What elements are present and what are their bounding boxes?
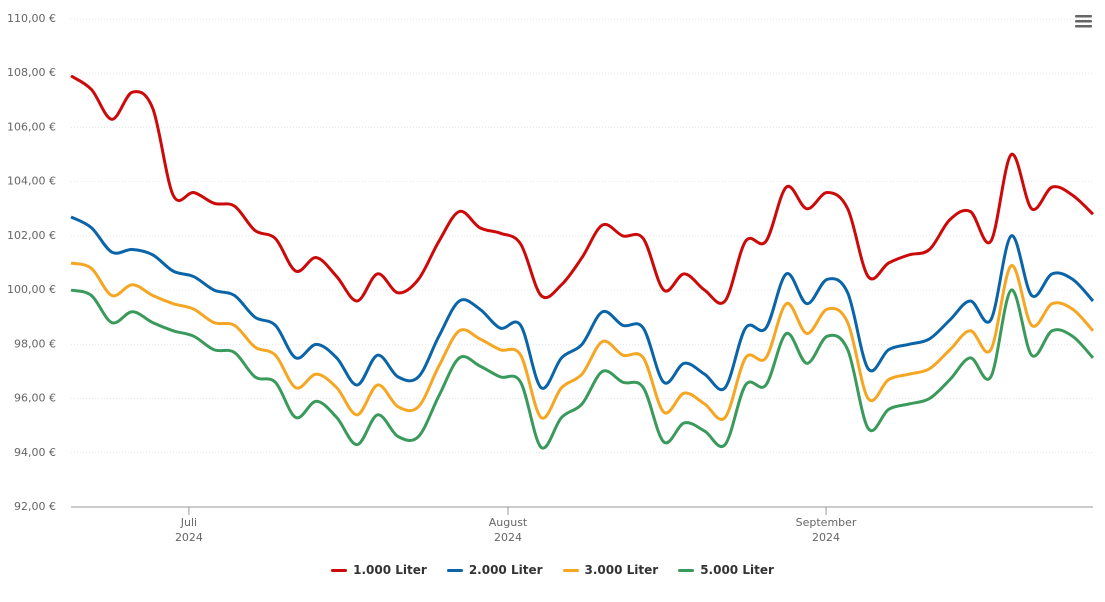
x-tick-label: Juli 2024 xyxy=(174,516,203,544)
legend-item[interactable]: 2.000 Liter xyxy=(446,563,543,577)
legend-item[interactable]: 1.000 Liter xyxy=(331,563,427,577)
menu-icon[interactable] xyxy=(1075,15,1092,28)
legend-label: 2.000 Liter xyxy=(468,563,543,577)
series-line xyxy=(70,288,1095,450)
y-tick-label: 108,00 € xyxy=(7,66,56,79)
x-tick-label: August 2024 xyxy=(488,516,528,544)
legend-swatch xyxy=(331,568,348,572)
series-line xyxy=(70,261,1095,421)
y-tick-label: 100,00 € xyxy=(7,283,56,296)
x-tick-label: September 2024 xyxy=(795,516,857,544)
series-line xyxy=(70,215,1095,392)
y-tick-label: 92,00 € xyxy=(14,500,56,513)
y-tick-label: 96,00 € xyxy=(14,392,56,405)
legend-label: 3.000 Liter xyxy=(584,563,659,577)
y-tick-label: 98,00 € xyxy=(14,337,56,350)
y-tick-label: 94,00 € xyxy=(14,446,56,459)
legend-label: 1.000 Liter xyxy=(353,563,427,577)
legend-item[interactable]: 5.000 Liter xyxy=(678,563,774,577)
legend-item[interactable]: 3.000 Liter xyxy=(562,563,659,577)
y-tick-label: 106,00 € xyxy=(7,120,56,133)
y-tick-label: 104,00 € xyxy=(7,175,56,188)
legend: 1.000 Liter 2.000 Liter 3.000 Liter 5.000 L… xyxy=(0,563,1105,577)
series-line xyxy=(70,74,1095,305)
legend-label: 5.000 Liter xyxy=(700,563,774,577)
legend-swatch xyxy=(678,568,695,572)
y-tick-label: 102,00 € xyxy=(7,229,56,242)
legend-swatch xyxy=(446,568,463,572)
legend-swatch xyxy=(562,568,579,572)
y-tick-label: 110,00 € xyxy=(7,12,56,25)
